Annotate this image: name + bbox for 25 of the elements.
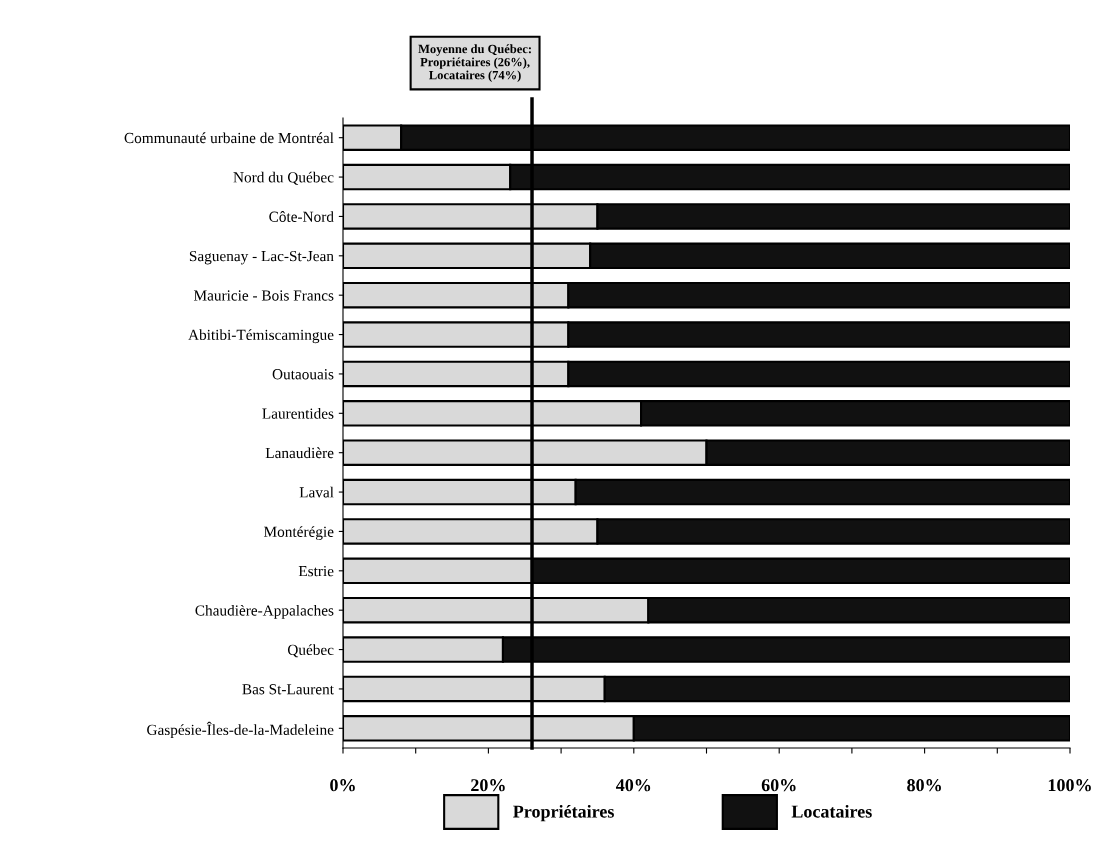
y-tick-label: Abitibi-Témiscamingue: [188, 329, 334, 344]
y-tick-label: Communauté urbaine de Montréal: [124, 132, 334, 144]
ref-line-label: Moyenne du Québec: Propriétaires (26%), Locataires (74%): [418, 44, 531, 82]
y-tick-label: Chaudière-Appalaches: [195, 604, 334, 619]
legend-label: Locataires: [791, 804, 872, 818]
y-tick-label: Estrie: [298, 566, 334, 577]
x-tick-label: 80%: [907, 779, 941, 792]
x-tick-label: 40%: [615, 779, 651, 792]
y-tick-label: Montérégie: [263, 526, 334, 541]
x-tick-label: 0%: [330, 779, 355, 792]
legend-label: Propriétaires: [513, 804, 614, 822]
y-tick-label: Laval: [299, 486, 334, 498]
y-tick-label: Bas St-Laurent: [242, 684, 334, 695]
y-tick-label: Laurentides: [262, 408, 334, 419]
y-tick-label: Côte-Nord: [269, 211, 334, 222]
y-tick-label: Outaouais: [272, 369, 334, 380]
y-tick-label: Lanaudière: [265, 447, 334, 459]
x-tick-label: 100%: [1048, 779, 1091, 792]
y-tick-label: Mauricie - Bois Francs: [193, 290, 334, 301]
y-tick-label: Gaspésie-Îles-de-la-Madeleine: [147, 721, 334, 739]
y-tick-label: Québec: [287, 644, 334, 658]
x-tick-label: 20%: [471, 779, 505, 792]
y-tick-label: Nord du Québec: [233, 171, 334, 185]
y-tick-label: Saguenay - Lac-St-Jean: [189, 250, 334, 265]
x-tick-label: 60%: [761, 779, 796, 792]
